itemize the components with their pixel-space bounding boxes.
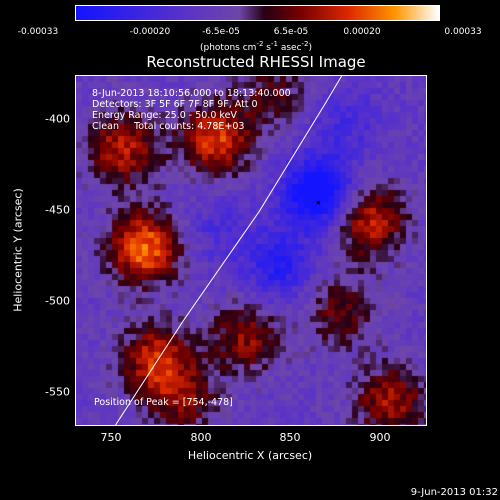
- energy-range-label: Energy Range: 25.0 - 50.0 keV: [92, 110, 237, 121]
- peak-position-label: Position of Peak = [754,-478]: [94, 397, 233, 408]
- footer-date: 9-Jun-2013 01:32: [410, 487, 498, 498]
- colorbar-ticks: -0.00033 -0.00020 -6.5e-05 6.5e-05 0.000…: [0, 0, 500, 40]
- detectors-label: Detectors: 3F 5F 6F 7F 8F 9F, Att 0: [92, 99, 258, 110]
- x-tick-label: 750: [100, 431, 122, 444]
- y-axis-label: Heliocentric Y (arcsec): [11, 188, 25, 312]
- x-tick-label: 800: [190, 431, 212, 444]
- colorbar: [75, 5, 440, 21]
- colorbar-unit-label: (photons cm-2 s-1 asec-2): [199, 40, 313, 53]
- y-tick-label: -500: [45, 294, 70, 308]
- x-tick-label: 900: [369, 431, 391, 444]
- colorbar-tick-label: -6.5e-05: [202, 27, 240, 37]
- x-axis-label: Heliocentric X (arcsec): [187, 449, 313, 462]
- counts-label: Clean Total counts: 4.78E+03: [92, 121, 245, 132]
- colorbar-tick-label: -0.00033: [17, 27, 59, 37]
- time-range-label: 8-Jun-2013 18:10:56.000 to 18:13:40.000: [92, 88, 291, 99]
- x-tick-label: 850: [279, 431, 301, 444]
- colorbar-tick-label: -0.00020: [129, 27, 171, 37]
- colorbar-tick-label: 0.00020: [343, 27, 381, 37]
- plot-area: 8-Jun-2013 18:10:56.000 to 18:13:40.000 …: [75, 75, 427, 426]
- y-tick-label: -550: [45, 385, 70, 399]
- solar-limb-line: [115, 76, 343, 425]
- heatmap-image: [76, 76, 426, 425]
- limb-overlay: [115, 76, 343, 425]
- chart-title: Reconstructed RHESSI Image: [146, 53, 366, 71]
- colorbar-tick-label: 0.00033: [444, 27, 482, 37]
- colorbar-tick-label: 6.5e-05: [273, 27, 309, 37]
- y-tick-label: -400: [45, 112, 70, 126]
- y-tick-label: -450: [45, 203, 70, 217]
- peak-marker: [316, 201, 320, 205]
